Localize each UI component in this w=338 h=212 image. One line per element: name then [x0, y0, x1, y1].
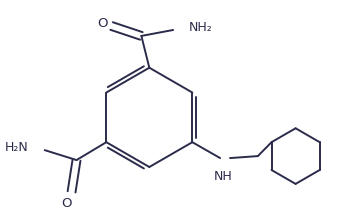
Text: H₂N: H₂N	[5, 141, 29, 154]
Text: O: O	[61, 197, 72, 210]
Text: NH₂: NH₂	[189, 21, 213, 35]
Text: NH: NH	[214, 170, 233, 183]
Text: O: O	[97, 17, 108, 29]
